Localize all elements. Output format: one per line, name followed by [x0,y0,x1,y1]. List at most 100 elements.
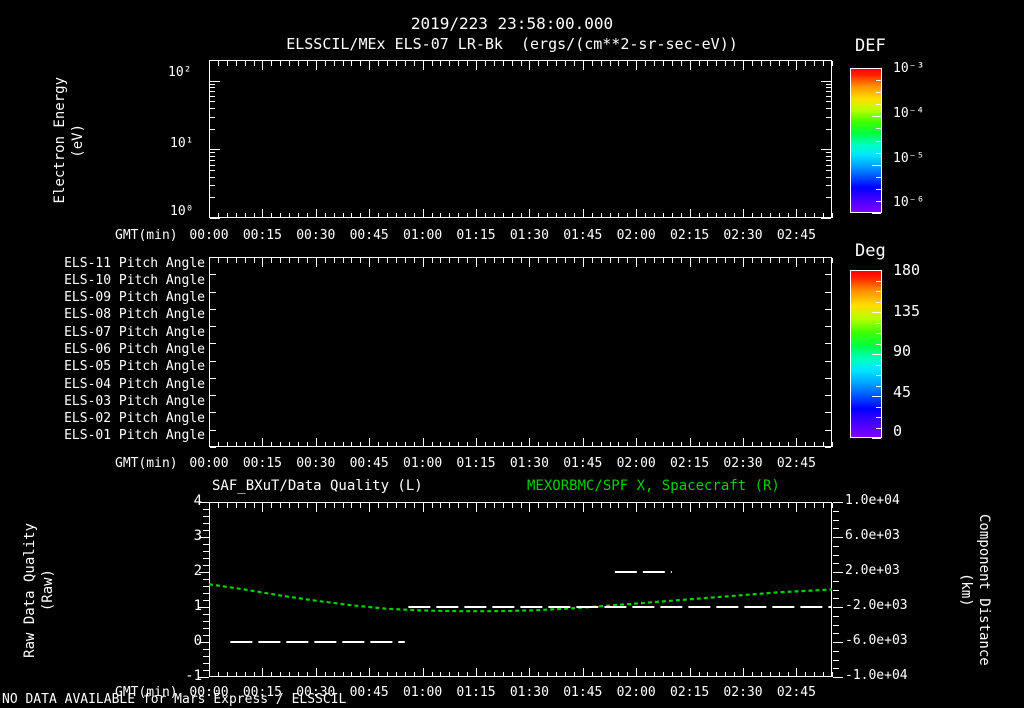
quality-xtick-label: 01:15 [456,685,496,700]
axis-tick [814,442,815,447]
axis-tick [636,61,637,70]
axis-tick [467,672,468,677]
axis-tick [547,213,548,218]
axis-tick [779,61,780,66]
axis-tick [210,185,215,186]
axis-tick [210,84,215,85]
axis-tick [538,503,539,508]
axis-tick [289,61,290,66]
axis-tick [227,672,228,677]
axis-tick [681,503,682,508]
axis-tick [405,503,406,508]
quality-xtick-label: 01:00 [403,685,443,700]
axis-tick [826,96,831,97]
axis-tick [681,442,682,447]
axis-tick [307,442,308,447]
axis-tick [716,258,717,263]
axis-tick [210,149,220,150]
axis-tick [210,292,216,293]
axis-tick [476,668,477,677]
axis-tick [672,213,673,218]
axis-tick [833,625,839,626]
axis-tick [814,61,815,66]
axis-tick [316,209,317,218]
axis-tick [761,61,762,66]
pitch-angle-panel[interactable] [209,257,832,447]
axis-tick [343,213,344,218]
axis-tick [743,503,744,512]
quality-y2tick-label: 6.0e+03 [845,528,900,543]
axis-tick [547,61,548,66]
axis-tick [307,61,308,66]
pitch-xtick-label: 00:00 [189,456,229,471]
axis-tick [610,61,611,66]
quality-ytick-label: 0 [193,633,202,649]
axis-tick [752,61,753,66]
axis-tick [218,672,219,677]
axis-tick [387,61,388,66]
axis-tick [289,258,290,263]
energy-xtick-label: 02:30 [723,228,763,243]
axis-tick [805,442,806,447]
energy-spectrogram-panel[interactable] [209,60,832,218]
energy-xtick-label: 01:00 [403,228,443,243]
axis-tick [210,165,215,166]
axis-tick [218,442,219,447]
axis-tick [343,258,344,263]
axis-tick [503,503,504,508]
axis-tick [494,503,495,508]
pitch-xtick-label: 01:45 [563,456,603,471]
axis-tick [654,213,655,218]
axis-tick [876,291,881,292]
quality-xtick-label: 02:45 [776,685,816,700]
axis-tick [610,213,611,218]
axis-tick [423,209,424,218]
axis-tick [690,503,691,512]
axis-tick [618,213,619,218]
data-quality-panel[interactable] [209,502,832,677]
axis-tick [262,503,263,512]
axis-tick [636,503,637,512]
pitch-angle-row-label: ELS-09 Pitch Angle [64,290,205,306]
axis-tick [645,503,646,508]
axis-tick [805,61,806,66]
axis-tick [725,503,726,508]
axis-tick [378,503,379,508]
axis-tick [681,672,682,677]
axis-tick [610,442,611,447]
axis-tick [485,61,486,66]
axis-tick [583,61,584,70]
axis-tick [210,361,216,362]
axis-tick [833,511,839,512]
quality-xtick-label: 00:45 [349,685,389,700]
axis-tick [334,442,335,447]
axis-tick [210,197,215,198]
quality-ytick-label: -1 [185,668,202,684]
axis-tick [636,258,637,267]
axis-tick [823,442,824,447]
axis-tick [210,309,216,310]
axis-tick [503,61,504,66]
axis-tick [298,258,299,263]
axis-tick [725,672,726,677]
axis-tick [521,213,522,218]
axis-tick [210,156,215,157]
quality-xtick-label: 00:15 [242,685,282,700]
axis-tick [254,503,255,508]
axis-tick [707,442,708,447]
axis-tick [210,96,215,97]
axis-tick [761,503,762,508]
axis-tick [432,672,433,677]
axis-tick [538,61,539,66]
axis-tick [825,412,831,413]
axis-tick [227,503,228,508]
pitch-angle-row-label: ELS-02 Pitch Angle [64,411,205,427]
axis-tick [876,302,881,303]
axis-tick [761,442,762,447]
axis-tick [663,61,664,66]
axis-tick [707,61,708,66]
axis-tick [210,160,215,161]
axis-tick [449,258,450,263]
axis-tick [672,61,673,66]
axis-tick [826,185,831,186]
